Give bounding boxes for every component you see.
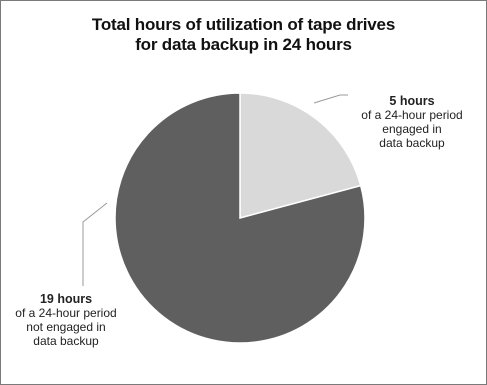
chart-title: Total hours of utilization of tape drive… — [0, 15, 487, 55]
slice-label-engaged: 5 hours of a 24-hour period engaged in d… — [352, 94, 472, 150]
pie-slice-engaged — [239, 92, 362, 219]
chart-title-line-2: for data backup in 24 hours — [135, 35, 352, 54]
leader-line-not-engaged — [82, 202, 108, 286]
slice-label-not-engaged-description: of a 24-hour period not engaged in data … — [15, 306, 117, 348]
slice-label-engaged-hours: 5 hours — [389, 94, 435, 108]
leader-lines — [82, 94, 348, 286]
pie-slices — [114, 92, 366, 344]
chart-title-line-1: Total hours of utilization of tape drive… — [91, 15, 396, 34]
slice-label-not-engaged-hours: 19 hours — [39, 292, 93, 306]
pie-slice-not-engaged — [114, 92, 366, 344]
leader-line-engaged — [313, 94, 348, 104]
slice-label-not-engaged: 19 hours of a 24-hour period not engaged… — [6, 292, 126, 348]
slice-label-engaged-description: of a 24-hour period engaged in data back… — [361, 108, 463, 150]
